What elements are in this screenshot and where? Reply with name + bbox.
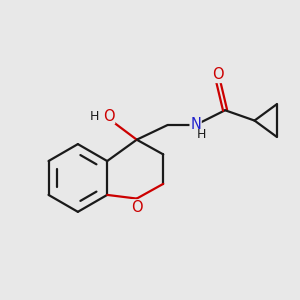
Text: H: H [89,110,99,123]
Text: O: O [131,200,143,215]
Text: O: O [103,109,115,124]
Text: H: H [196,128,206,141]
Text: O: O [212,68,224,82]
Text: N: N [190,118,201,133]
